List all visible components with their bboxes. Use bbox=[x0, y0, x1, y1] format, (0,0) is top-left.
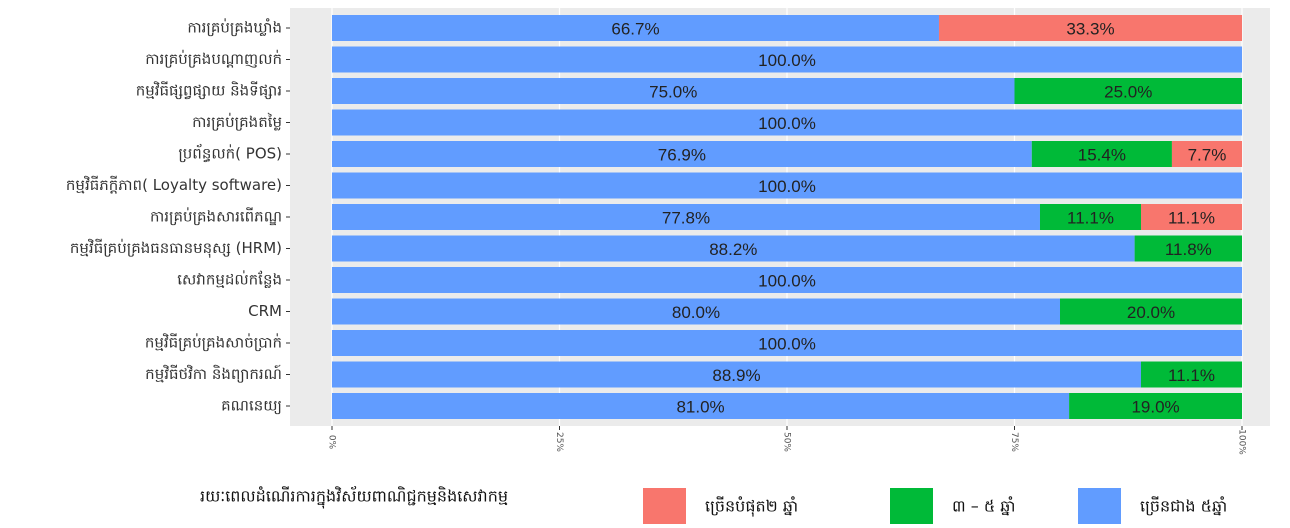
value-label: 75.0% bbox=[649, 82, 697, 101]
legend-label: ៣ – ៥ ឆ្នាំ bbox=[952, 496, 1016, 516]
value-label: 88.2% bbox=[709, 240, 757, 259]
value-label: 100.0% bbox=[758, 271, 816, 290]
value-label: 77.8% bbox=[662, 208, 710, 227]
bar-segment bbox=[332, 204, 1040, 230]
value-label: 20.0% bbox=[1127, 303, 1175, 322]
value-label: 100.0% bbox=[758, 177, 816, 196]
bar-segment bbox=[1140, 361, 1242, 388]
value-label: 100.0% bbox=[758, 334, 816, 353]
value-label: 33.3% bbox=[1066, 19, 1114, 38]
legend-swatch bbox=[643, 488, 686, 524]
bar-segment bbox=[1060, 298, 1242, 325]
bar-segment bbox=[332, 393, 1070, 419]
x-tick-label: 0% bbox=[327, 435, 337, 450]
y-tick-label: កម្មវិធីគ្រប់គ្រងសាច់ប្រាក់ bbox=[145, 333, 282, 352]
legend-label: ច្រើនបំផុត២ ឆ្នាំ bbox=[705, 496, 798, 518]
value-label: 7.7% bbox=[1188, 145, 1227, 164]
value-label: 25.0% bbox=[1104, 82, 1152, 101]
bar-segment bbox=[1069, 393, 1242, 419]
y-tick-label: កម្មវិធីថវិកា និងព្យាករណ៍ bbox=[145, 364, 282, 383]
bar-segment bbox=[332, 46, 1242, 73]
bar-segment bbox=[1014, 78, 1242, 104]
bar-segment bbox=[332, 361, 1141, 388]
bar-segment bbox=[332, 235, 1135, 262]
x-tick-label: 50% bbox=[782, 432, 792, 452]
y-tick-label: ការគ្រប់គ្រងបណ្តាញលក់ bbox=[145, 49, 282, 68]
x-tick-label: 100% bbox=[1237, 429, 1247, 455]
bar-segment bbox=[332, 109, 1242, 136]
bar-segment bbox=[1039, 204, 1141, 230]
x-tick-label: 75% bbox=[1009, 432, 1019, 452]
y-tick-label: ការគ្រប់គ្រងតម្លៃ bbox=[192, 112, 282, 131]
value-label: 19.0% bbox=[1131, 397, 1179, 416]
bar-segment bbox=[332, 141, 1032, 167]
value-label: 11.1% bbox=[1168, 366, 1215, 385]
bar-segment bbox=[332, 298, 1060, 325]
y-tick-label: កម្មវិធីគ្រប់គ្រងធនធានមនុស្ស (HRM) bbox=[70, 238, 282, 258]
value-label: 11.1% bbox=[1067, 208, 1114, 227]
value-label: 81.0% bbox=[676, 397, 724, 416]
legend-swatch bbox=[1078, 488, 1121, 524]
y-tick-label: CRM bbox=[248, 302, 282, 320]
value-label: 80.0% bbox=[672, 303, 720, 322]
value-label: 88.9% bbox=[712, 366, 760, 385]
legend-swatch bbox=[890, 488, 933, 524]
legend-title: រយៈពេលដំណើរការក្នុងវិស័យពាណិជ្ជកម្មនិងសេ… bbox=[200, 486, 508, 510]
value-label: 11.8% bbox=[1165, 240, 1212, 259]
y-tick-label: កម្មវិធីផ្សព្វផ្សាយ និងទីផ្សារ bbox=[136, 81, 282, 100]
bar-segment bbox=[938, 15, 1242, 41]
bar-segment bbox=[332, 330, 1242, 356]
bar-segment bbox=[1171, 141, 1242, 167]
bar-segment bbox=[1134, 235, 1242, 262]
value-label: 66.7% bbox=[611, 19, 659, 38]
y-tick-label: សេវាកម្មដល់កន្លែង bbox=[177, 270, 282, 289]
x-tick-label: 25% bbox=[554, 432, 564, 452]
bar-segment bbox=[1031, 141, 1172, 167]
y-tick-label: គណនេយ្យ bbox=[221, 397, 282, 415]
bar-segment bbox=[332, 15, 939, 41]
y-tick-label: ការគ្រប់គ្រងឃ្លាំង bbox=[187, 18, 282, 37]
legend-label: ច្រើនជាង ៥ឆ្នាំ bbox=[1140, 496, 1227, 516]
value-label: 11.1% bbox=[1168, 208, 1215, 227]
y-tick-label: ប្រព័ន្ធលក់( POS) bbox=[178, 144, 282, 163]
y-tick-label: ការគ្រប់គ្រងសារពើភណ្ឌ bbox=[150, 207, 282, 226]
bar-segment bbox=[332, 172, 1242, 199]
value-label: 76.9% bbox=[658, 145, 706, 164]
value-label: 100.0% bbox=[758, 51, 816, 70]
value-label: 100.0% bbox=[758, 114, 816, 133]
bar-segment bbox=[1140, 204, 1242, 230]
value-label: 15.4% bbox=[1078, 145, 1126, 164]
bar-segment bbox=[332, 78, 1015, 104]
y-tick-label: កម្មវិធីភក្ដីភាព( Loyalty software) bbox=[66, 175, 282, 194]
bar-segment bbox=[332, 267, 1242, 293]
